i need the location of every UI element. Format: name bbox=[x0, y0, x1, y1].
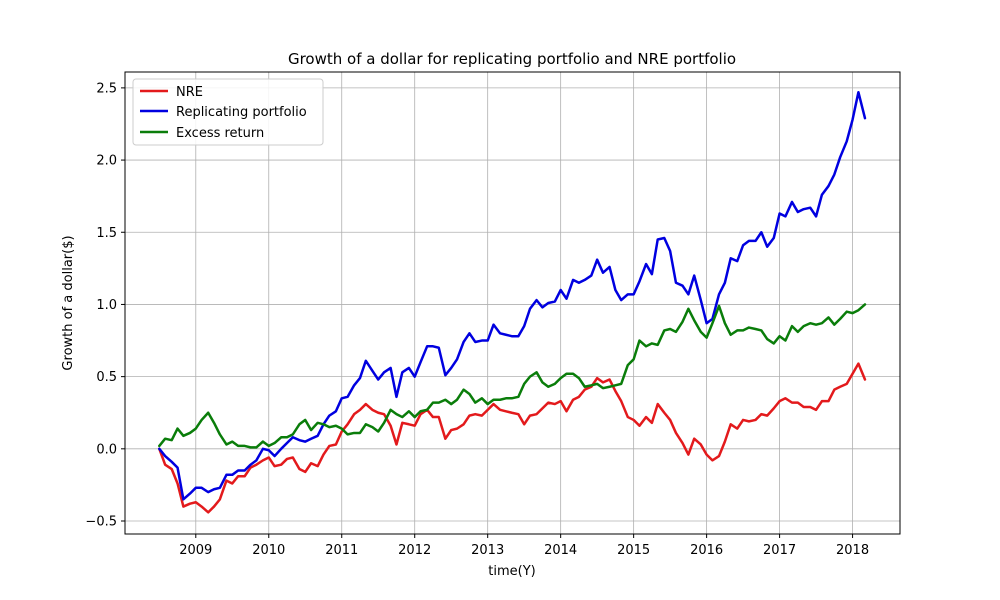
series-line-excess-return bbox=[158, 303, 867, 449]
series-line-replicating-portfolio bbox=[158, 90, 867, 501]
y-tick-label: 1.5 bbox=[96, 226, 117, 241]
chart-title: Growth of a dollar for replicating portf… bbox=[288, 50, 736, 68]
x-tick-label: 2016 bbox=[690, 543, 723, 558]
plot-frame bbox=[124, 71, 901, 535]
grid-lines bbox=[125, 72, 900, 534]
y-axis-label: Growth of a dollar($) bbox=[61, 235, 76, 370]
x-tick-label: 2017 bbox=[763, 543, 796, 558]
y-tick-label: 0.5 bbox=[96, 370, 117, 385]
x-tick-label: 2014 bbox=[544, 543, 577, 558]
series-line-nre bbox=[158, 362, 867, 514]
axis-ticks: 2009 2010 2011 2012 2013 2014 2015 2016 2017 2018… bbox=[85, 81, 869, 558]
x-axis-label: time(Y) bbox=[488, 564, 535, 579]
x-tick-label: 2009 bbox=[179, 543, 212, 558]
y-tick-label: 2.0 bbox=[96, 154, 117, 169]
legend-label-replicating-portfolio: Replicating portfolio bbox=[176, 105, 307, 120]
x-tick-label: 2012 bbox=[398, 543, 431, 558]
y-tick-label: 2.5 bbox=[96, 81, 117, 96]
x-tick-label: 2015 bbox=[617, 543, 650, 558]
y-tick-label: 0.0 bbox=[96, 442, 117, 457]
legend: NRE Replicating portfolio Excess return bbox=[132, 78, 324, 146]
legend-label-excess-return: Excess return bbox=[176, 126, 264, 141]
x-tick-label: 2010 bbox=[252, 543, 285, 558]
y-tick-label: 1.0 bbox=[96, 298, 117, 313]
y-tick-label: −0.5 bbox=[85, 515, 117, 530]
legend-box bbox=[132, 78, 324, 146]
legend-label-nre: NRE bbox=[176, 85, 203, 100]
series-lines bbox=[158, 90, 867, 514]
x-tick-label: 2018 bbox=[836, 543, 869, 558]
x-tick-label: 2011 bbox=[325, 543, 358, 558]
x-tick-label: 2013 bbox=[471, 543, 504, 558]
